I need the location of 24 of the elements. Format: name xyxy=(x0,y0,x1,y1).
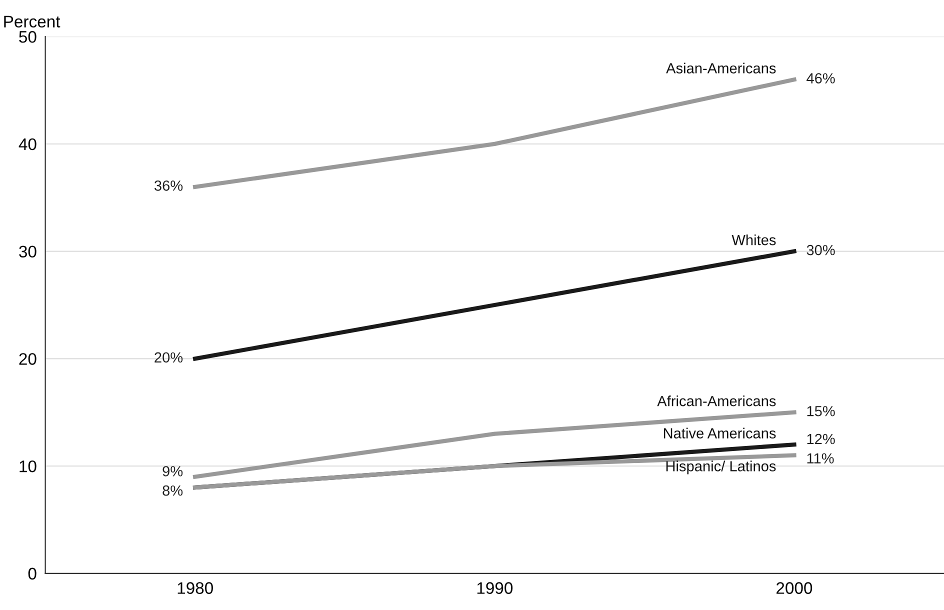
series-label: Asian-Americans xyxy=(666,62,776,74)
series-label: Native Americans xyxy=(664,428,776,438)
y-tick-label: 10 xyxy=(20,460,36,472)
data-label: 8% xyxy=(162,485,183,496)
data-label: 9% xyxy=(162,466,183,476)
data-label: 12% xyxy=(807,434,835,444)
x-tick-label: 2000 xyxy=(776,582,812,594)
y-tick-label: 50 xyxy=(19,31,36,43)
series-label: African-Americans xyxy=(657,396,776,406)
y-tick-label: 40 xyxy=(18,138,36,150)
data-label: 20% xyxy=(154,352,183,363)
y-tick-label: 20 xyxy=(19,353,36,365)
y-tick-label: 0 xyxy=(28,568,36,580)
data-label: 11% xyxy=(807,453,834,464)
x-tick-label: 1980 xyxy=(178,582,213,594)
series-label: Whites xyxy=(732,234,776,246)
x-tick-label: 1990 xyxy=(477,582,513,594)
data-label: 15% xyxy=(807,406,835,416)
y-tick-label: 30 xyxy=(19,246,36,258)
data-label: 46% xyxy=(806,73,835,84)
y-axis-title: Percent xyxy=(4,16,60,28)
data-label: 36% xyxy=(154,180,183,191)
series-label: Hispanic/ Latinos xyxy=(666,460,776,474)
data-label: 30% xyxy=(806,244,835,256)
